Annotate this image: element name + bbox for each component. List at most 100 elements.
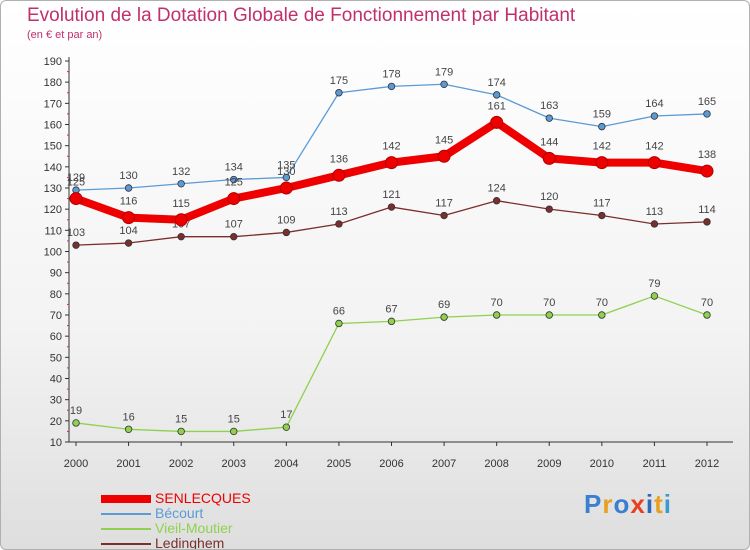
data-label: 175 xyxy=(330,75,348,87)
data-point xyxy=(545,205,553,213)
data-point xyxy=(598,122,606,131)
data-label: 107 xyxy=(225,219,243,231)
data-label: 15 xyxy=(175,413,187,425)
data-point xyxy=(650,112,659,120)
data-label: 142 xyxy=(645,141,663,153)
data-point xyxy=(703,218,711,226)
y-tick-label: 110 xyxy=(44,225,62,237)
data-point xyxy=(492,196,501,205)
data-point xyxy=(282,423,291,431)
data-label: 134 xyxy=(225,162,243,174)
data-point xyxy=(69,192,83,206)
data-point xyxy=(595,156,609,170)
y-tick-label: 20 xyxy=(50,416,62,428)
data-point xyxy=(545,114,553,122)
legend-swatch xyxy=(101,495,151,503)
y-tick-label: 90 xyxy=(50,268,62,280)
x-tick-label: 2001 xyxy=(116,458,140,470)
data-label: 113 xyxy=(330,206,348,218)
logo-letter: r xyxy=(602,489,614,519)
y-tick-label: 160 xyxy=(44,120,62,132)
y-tick-label: 10 xyxy=(50,437,62,449)
series-line xyxy=(75,83,708,191)
data-label: 70 xyxy=(543,297,555,309)
y-tick-label: 100 xyxy=(44,247,62,259)
x-tick-label: 2007 xyxy=(432,458,456,470)
y-tick-label: 50 xyxy=(50,352,62,364)
data-point xyxy=(542,151,556,165)
y-tick-label: 190 xyxy=(44,56,62,68)
data-label: 129 xyxy=(67,172,85,184)
data-point xyxy=(598,211,606,220)
data-point xyxy=(282,228,291,237)
data-point xyxy=(492,311,501,319)
data-point xyxy=(387,203,396,211)
data-label: 174 xyxy=(487,77,505,89)
data-point xyxy=(122,211,136,225)
data-point xyxy=(335,319,343,328)
data-label: 124 xyxy=(487,183,505,195)
legend-swatch xyxy=(101,513,151,515)
data-label: 125 xyxy=(67,177,85,189)
data-label: 144 xyxy=(540,136,558,148)
legend-label: Vieil-Moutier xyxy=(155,520,233,536)
legend-label: Bécourt xyxy=(155,505,204,521)
data-point xyxy=(440,211,448,220)
logo-letter: x xyxy=(630,489,646,519)
logo-letter: t xyxy=(654,489,664,519)
y-tick-label: 30 xyxy=(50,395,62,407)
data-point xyxy=(124,425,133,433)
x-tick-label: 2006 xyxy=(379,458,403,470)
data-point xyxy=(72,419,80,427)
legend-swatch xyxy=(101,543,151,545)
x-tick-label: 2010 xyxy=(590,458,614,470)
data-label: 104 xyxy=(119,225,137,237)
chart-subtitle: (en € et par an) xyxy=(27,29,103,41)
data-point xyxy=(177,180,185,188)
data-label: 178 xyxy=(382,68,400,80)
logo-letter: P xyxy=(584,489,603,519)
data-point xyxy=(598,311,606,319)
data-label: 69 xyxy=(438,299,450,311)
data-label: 161 xyxy=(487,100,505,112)
data-point xyxy=(279,181,293,195)
data-point xyxy=(230,232,238,241)
data-label: 163 xyxy=(540,100,558,112)
data-point xyxy=(703,311,711,319)
x-tick-label: 2009 xyxy=(537,458,561,470)
data-point xyxy=(124,184,133,192)
data-label: 79 xyxy=(648,278,660,290)
data-point xyxy=(650,220,659,228)
data-label: 70 xyxy=(491,297,503,309)
data-point xyxy=(703,110,711,118)
y-tick-label: 140 xyxy=(44,162,62,174)
data-point xyxy=(440,313,448,321)
data-label: 116 xyxy=(120,196,138,208)
data-label: 135 xyxy=(277,159,295,171)
y-tick-label: 120 xyxy=(44,204,62,216)
data-label: 159 xyxy=(593,109,611,121)
legend-label: SENLECQUES xyxy=(155,490,251,506)
data-label: 115 xyxy=(172,198,190,210)
x-tick-label: 2011 xyxy=(643,458,667,470)
data-label: 19 xyxy=(70,405,82,417)
series-line xyxy=(75,295,708,433)
data-label: 132 xyxy=(172,166,190,178)
data-point xyxy=(72,241,80,249)
logo-letter: o xyxy=(613,489,631,519)
data-label: 16 xyxy=(122,411,134,423)
x-tick-label: 2000 xyxy=(64,458,88,470)
data-label: 120 xyxy=(540,191,558,203)
y-tick-label: 80 xyxy=(50,289,62,301)
data-label: 113 xyxy=(646,206,664,218)
data-label: 142 xyxy=(593,141,611,153)
data-point xyxy=(490,115,504,129)
data-point xyxy=(230,175,238,184)
data-label: 117 xyxy=(435,198,453,210)
data-point xyxy=(650,292,659,300)
chart-title: Evolution de la Dotation Globale de Fonc… xyxy=(27,5,576,26)
data-point xyxy=(177,427,185,436)
x-tick-label: 2003 xyxy=(222,458,246,470)
